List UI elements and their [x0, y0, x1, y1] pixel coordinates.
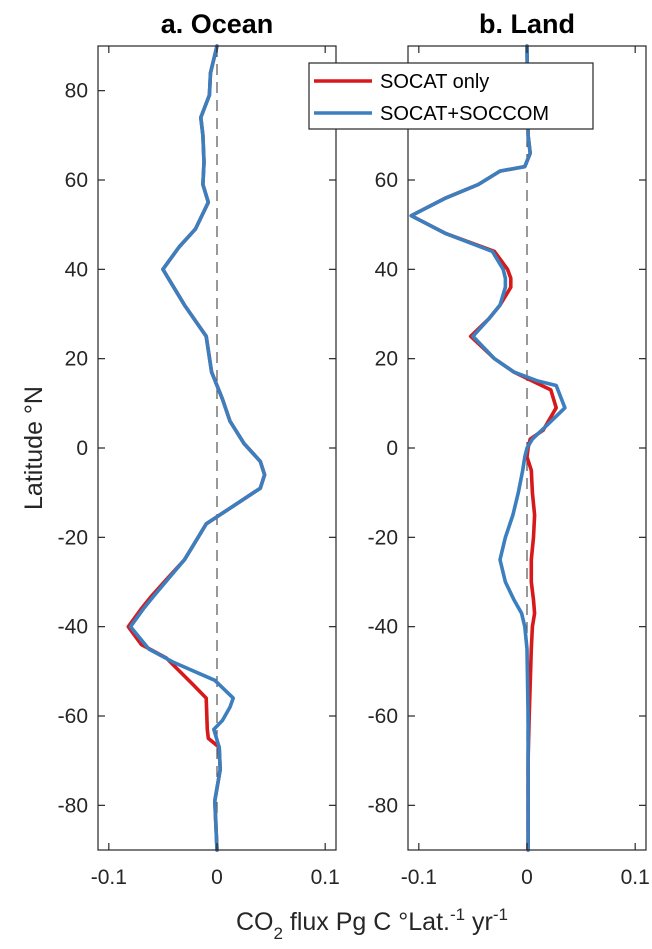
series-line-socat-soccom [409, 44, 567, 852]
panel-land: b. Land -0.1 0 0.1 60 40 20 0 -20 -40 -60 -80 [368, 9, 650, 889]
x-tick-label: 0 [521, 866, 533, 889]
x-axis-label-sup2: -1 [493, 905, 508, 924]
x-tick-label: 0.1 [621, 866, 650, 889]
y-axis-label: Latitude °N [20, 386, 48, 510]
x-axis-label-base: CO [236, 908, 274, 936]
legend-label-socat-soccom: SOCAT+SOCCOM [380, 103, 549, 125]
y-tick-label: 20 [375, 348, 398, 371]
legend-label-socat-only: SOCAT only [380, 71, 489, 93]
y-tick-label: 40 [375, 258, 398, 281]
x-axis-label-mid2: yr [465, 908, 493, 936]
x-axis-label-sup1: -1 [450, 905, 465, 924]
x-axis-label-mid: flux Pg C °Lat. [283, 908, 450, 936]
x-tick-label: 0 [211, 866, 223, 889]
y-tick-label: 40 [65, 258, 88, 281]
y-tick-label: -40 [368, 616, 398, 639]
legend-box [308, 62, 594, 130]
x-tick-label: -0.1 [401, 866, 437, 889]
series-line-socat-only [409, 44, 558, 852]
y-tick-label: 60 [375, 169, 398, 192]
y-tick-label: 80 [65, 80, 88, 103]
series-line-socat-only [126, 44, 267, 852]
panel-title: a. Ocean [161, 9, 274, 39]
x-tick-label: -0.1 [91, 866, 127, 889]
series-line-socat-soccom [128, 44, 267, 852]
x-tick-label: 0.1 [311, 866, 340, 889]
panel-ocean: a. Ocean -0.1 0 0.1 80 60 40 20 0 -20 -40 -60 -80 [58, 9, 340, 889]
y-tick-label: -80 [58, 794, 88, 817]
y-tick-label: 20 [65, 348, 88, 371]
y-tick-label: -20 [368, 526, 398, 549]
y-tick-label: -80 [368, 794, 398, 817]
y-tick-label: -40 [58, 616, 88, 639]
y-tick-label: -60 [368, 705, 398, 728]
y-tick-label: 60 [65, 169, 88, 192]
y-tick-label: -60 [58, 705, 88, 728]
panel-title: b. Land [479, 9, 575, 39]
x-axis-label: CO2 flux Pg C °Lat.-1 yr-1 [236, 905, 508, 943]
y-tick-label: 0 [386, 437, 398, 460]
legend: SOCAT only SOCAT+SOCCOM [308, 62, 594, 130]
x-axis-label-sub: 2 [273, 924, 282, 943]
y-tick-label: -20 [58, 526, 88, 549]
y-tick-label: 0 [76, 437, 88, 460]
